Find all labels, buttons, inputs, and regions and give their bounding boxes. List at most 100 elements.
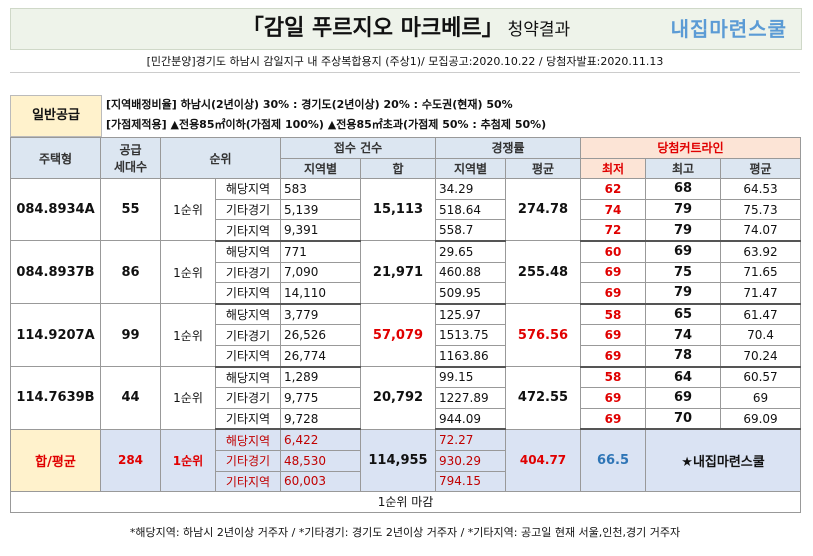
cell: 62 xyxy=(580,178,646,200)
cell: 75.73 xyxy=(719,198,802,221)
row: 084.8937B 86 1순위 해당지역 771 21,971 29.65 255.48 60… xyxy=(10,240,802,305)
info-line: [가점제적용] ▲전용85㎡이하(가점제 100%) ▲전용85㎡초과(가점제 … xyxy=(106,118,547,131)
cell: 72.27 xyxy=(435,428,506,451)
cell: 69 xyxy=(645,240,721,263)
cell: 1513.75 xyxy=(435,324,506,346)
cell: 084.8934A xyxy=(10,178,101,242)
cell: 114.9207A xyxy=(10,303,101,368)
cell: 기타경기 xyxy=(215,387,281,409)
cell: 99 xyxy=(100,303,161,368)
cell: 해당지역 xyxy=(215,428,281,451)
cell: 1227.89 xyxy=(435,387,506,409)
cell: 1순위 xyxy=(160,428,216,493)
cell: 558.7 xyxy=(435,219,506,242)
cell: 48,530 xyxy=(280,449,361,472)
row: 1순위 마감 xyxy=(9,491,802,513)
row: 기타지역 9,391 558.7 72 79 74.07 xyxy=(11,219,802,242)
row: 기타지역 26,774 1163.86 69 78 70.24 xyxy=(11,344,802,368)
cell: 944.09 xyxy=(435,407,506,431)
cell: 6,422 xyxy=(280,428,361,451)
cell: 34.29 xyxy=(435,178,506,200)
header: 당첨커트라인 xyxy=(579,137,802,159)
cell: 58 xyxy=(580,366,646,389)
cell: 125.97 xyxy=(435,303,506,326)
header: 순위 xyxy=(160,136,281,180)
cell: 583 xyxy=(280,178,361,200)
cell: 해당지역 xyxy=(215,240,281,263)
cell: 1순위 xyxy=(160,303,216,368)
header: 경쟁률 xyxy=(435,137,581,159)
cell: 255.48 xyxy=(505,240,581,305)
cell: 9,391 xyxy=(280,219,361,242)
cell: 69.09 xyxy=(719,407,802,431)
cell: 9,728 xyxy=(280,407,361,431)
info-line: [지역배정비율] 하남시(2년이상) 30% : 경기도(2년이상) 20% :… xyxy=(106,98,513,111)
cell: 1순위 xyxy=(160,240,216,305)
cell: 71.65 xyxy=(719,261,802,284)
cell: 57,079 xyxy=(360,303,436,368)
header: 공급 세대수 xyxy=(100,136,161,180)
cell: 75 xyxy=(645,261,721,284)
cell: 55 xyxy=(100,178,161,242)
cell: 1순위 xyxy=(160,366,216,430)
cell: 기타지역 xyxy=(215,407,281,431)
header: 최고 xyxy=(645,157,721,180)
cell: 69 xyxy=(719,387,802,409)
cell: 69 xyxy=(645,387,721,409)
cell: 72 xyxy=(580,219,646,242)
title-box: 「감일 푸르지오 마크베르」 청약결과 내집마련스쿨 xyxy=(10,8,802,50)
logo: 내집마련스쿨 xyxy=(670,17,787,41)
header: 지역별 xyxy=(280,157,361,180)
cell: 70.4 xyxy=(719,324,802,346)
cell: 576.56 xyxy=(505,303,581,368)
cell: 63.92 xyxy=(719,240,802,263)
row: 기타지역 9,728 944.09 69 70 69.09 xyxy=(11,407,802,431)
cell: 기타경기 xyxy=(215,449,281,472)
info-label: 일반공급 xyxy=(10,95,102,137)
cell: 74 xyxy=(580,198,646,221)
cell: 114.7639B xyxy=(10,366,101,430)
cell: 74 xyxy=(645,324,721,346)
result-table: 주택형 공급 세대수 순위 접수 건수 경쟁률 당첨커트라인 지역별 합 지역별 평균 최저 최고 평균… xyxy=(9,136,802,513)
row: 주택형 공급 세대수 순위 접수 건수 경쟁률 당첨커트라인 xyxy=(10,136,802,180)
cell: 69 xyxy=(580,344,646,368)
cell: 60 xyxy=(580,240,646,263)
row: 기타지역 14,110 509.95 69 79 71.47 xyxy=(11,282,802,305)
cell: 71.47 xyxy=(719,282,802,305)
cell: 기타지역 xyxy=(215,344,281,368)
cell: 472.55 xyxy=(505,366,581,430)
cell: 26,526 xyxy=(280,324,361,346)
cell: 74.07 xyxy=(719,219,802,242)
cell: 21,971 xyxy=(360,240,436,305)
cell: 60,003 xyxy=(280,470,361,493)
header: 접수 건수 xyxy=(280,137,436,159)
cell: 69 xyxy=(580,407,646,431)
row: 합/평균 284 1순위 해당지역 6,422 114,955 72.27 404.77 66.… xyxy=(10,428,802,493)
cell: 20,792 xyxy=(360,366,436,430)
cell: 68 xyxy=(645,178,721,200)
cell: 7,090 xyxy=(280,261,361,284)
cell: 기타지역 xyxy=(215,219,281,242)
cell: 합/평균 xyxy=(10,428,101,493)
cell: 61.47 xyxy=(719,303,802,326)
row: 기타경기 26,526 1513.75 69 74 70.4 xyxy=(11,324,802,346)
row: 기타경기 5,139 518.64 74 79 75.73 xyxy=(11,198,802,221)
cell: 460.88 xyxy=(435,261,506,284)
cell: 60.57 xyxy=(719,366,802,389)
cell: 794.15 xyxy=(435,470,506,493)
row: 084.8934A 55 1순위 해당지역 583 15,113 34.29 274.78 62… xyxy=(10,178,802,242)
row: 114.9207A 99 1순위 해당지역 3,779 57,079 125.97 576.5… xyxy=(10,303,802,368)
cell: 기타지역 xyxy=(215,470,281,493)
cell: 404.77 xyxy=(505,428,581,493)
cell: 14,110 xyxy=(280,282,361,305)
row: 기타경기 9,775 1227.89 69 69 69 xyxy=(11,387,802,409)
cell: 기타경기 xyxy=(215,198,281,221)
cell: 79 xyxy=(645,219,721,242)
cell: 64.53 xyxy=(719,178,802,200)
cell: 기타경기 xyxy=(215,261,281,284)
title: 「감일 푸르지오 마크베르」 xyxy=(241,16,504,41)
cell: 26,774 xyxy=(280,344,361,368)
cell: 69 xyxy=(580,324,646,346)
cell: 1순위 xyxy=(160,178,216,242)
cell: 15,113 xyxy=(360,178,436,242)
